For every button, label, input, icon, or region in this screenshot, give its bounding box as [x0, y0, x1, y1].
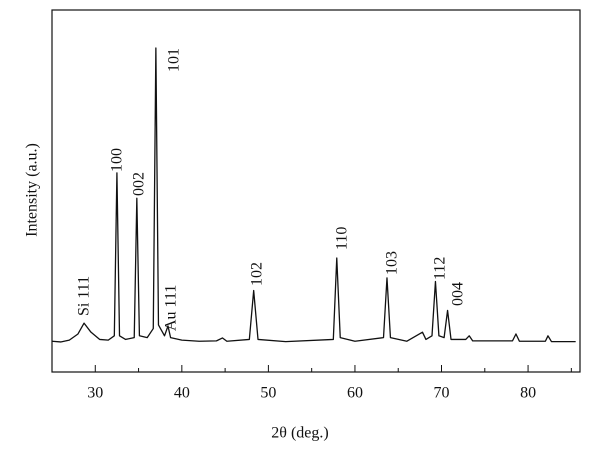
x-tick-label: 30: [87, 385, 103, 402]
peak-label: 102: [249, 262, 266, 286]
peak-label: 101: [166, 48, 183, 72]
peak-label: 112: [432, 257, 449, 280]
x-tick-label: 60: [347, 385, 363, 402]
peak-label: 110: [334, 227, 351, 250]
peak-label: 103: [384, 251, 401, 275]
peak-label: 004: [450, 282, 467, 306]
plot-frame: [51, 9, 581, 373]
x-axis-label: 2θ (deg.): [271, 425, 328, 442]
x-tick-label: 70: [434, 385, 450, 402]
xrd-pattern: [51, 47, 576, 343]
peak-label: Au 111: [163, 285, 180, 331]
y-axis-label: Intensity (a.u.): [24, 143, 41, 237]
x-tick-label: 80: [520, 385, 536, 402]
peak-label: 002: [131, 172, 148, 196]
peak-label: Si 111: [76, 276, 93, 316]
x-tick-label: 50: [260, 385, 276, 402]
peak-label: 100: [109, 148, 126, 172]
x-tick-label: 40: [174, 385, 190, 402]
